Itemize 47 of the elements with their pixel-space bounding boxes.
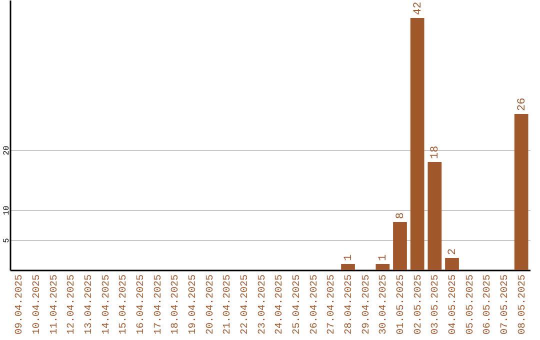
x-tick-label: 24.04.2025 [274,274,286,335]
bar [410,18,424,270]
x-tick-label: 07.05.2025 [500,274,511,335]
x-tick-label: 01.05.2025 [396,274,407,335]
x-tick-label: 11.04.2025 [49,274,60,335]
data-label: 2 [447,248,459,255]
data-label: 42 [412,2,424,15]
x-tick-label: 12.04.2025 [66,274,78,335]
x-tick-label: 28.04.2025 [344,274,355,335]
x-tick-label: 26.04.2025 [309,274,320,335]
x-tick-label: 13.04.2025 [84,274,95,335]
data-label: 26 [516,98,528,111]
x-tick-label: 14.04.2025 [101,274,112,335]
x-tick-label: 06.05.2025 [482,274,494,335]
x-tick-label: 21.04.2025 [222,274,234,335]
y-tick-label: 20 [2,146,12,156]
data-label: 1 [378,254,390,261]
x-tick-label: 27.04.2025 [326,274,338,335]
x-tick-label: 04.05.2025 [448,274,459,335]
x-tick-label: 02.05.2025 [413,274,424,335]
x-tick-label: 23.04.2025 [257,274,268,335]
x-tick-label: 16.04.2025 [136,274,147,335]
x-tick-label: 15.04.2025 [118,274,130,335]
x-tick-label: 20.04.2025 [205,274,216,335]
y-tick-label: 5 [2,238,12,243]
x-tick-label: 25.04.2025 [292,274,303,335]
x-tick-label: 22.04.2025 [240,274,251,335]
data-label: 18 [430,146,442,159]
data-label: 8 [395,212,407,219]
x-tick-label: 18.04.2025 [170,274,182,335]
bar [428,162,442,270]
x-tick-label: 09.04.2025 [14,274,26,335]
x-tick-label: 30.04.2025 [378,274,390,335]
bar [445,258,459,270]
bar [341,264,355,270]
bar [393,222,407,270]
x-tick-label: 08.05.2025 [517,274,528,335]
y-tick-label: 10 [2,206,12,216]
x-tick-label: 10.04.2025 [32,274,43,335]
x-tick-label: 19.04.2025 [188,274,199,335]
x-tick-label: 05.05.2025 [465,274,476,335]
bar [376,264,390,270]
x-tick-label: 17.04.2025 [153,274,164,335]
data-label: 1 [343,254,355,261]
x-tick-label: 29.04.2025 [361,274,372,335]
x-tick-label: 03.05.2025 [430,274,442,335]
bar [514,114,528,270]
